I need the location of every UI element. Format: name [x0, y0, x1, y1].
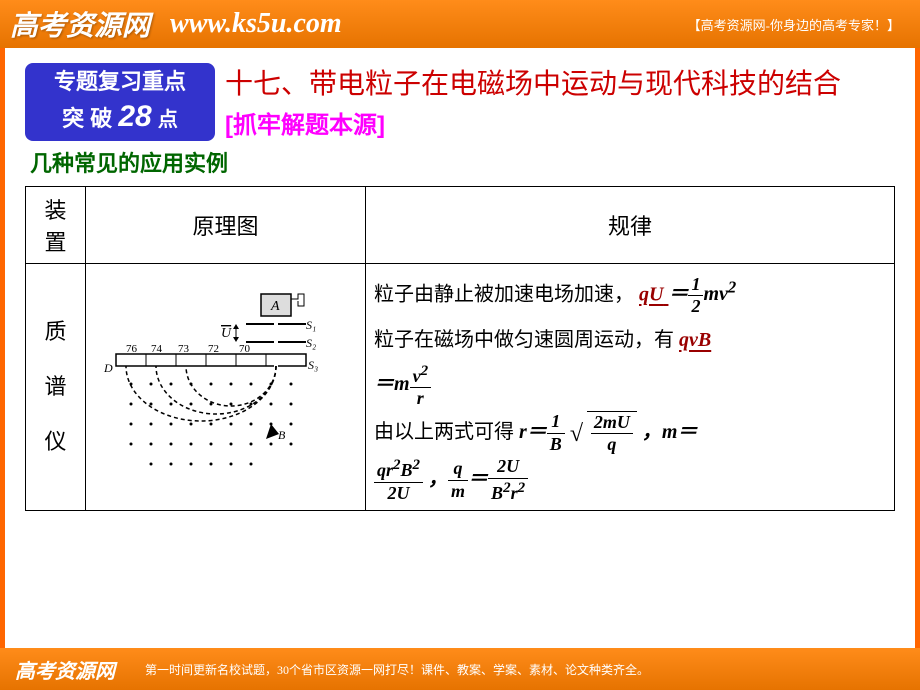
badge-line2: 突 破 28 点: [33, 97, 207, 136]
svg-text:72: 72: [208, 343, 219, 355]
svg-text:70: 70: [239, 343, 251, 355]
bottom-banner: 高考资源网 第一时间更新名校试题，30个省市区资源一网打尽！课件、教案、学案、素…: [0, 648, 920, 690]
sub-title: [抓牢解题本源]: [225, 105, 895, 140]
title-block: 十七、带电粒子在电磁场中运动与现代科技的结合 [抓牢解题本源]: [225, 63, 895, 140]
svg-text:S₂: S₂: [306, 336, 316, 350]
svg-text:76: 76: [126, 343, 138, 355]
diagram-cell: A S₁ S₂ U: [86, 263, 366, 511]
formula-qU: qU: [639, 283, 668, 305]
header-device: 装置: [26, 186, 86, 263]
url-text: www.ks5u.com: [170, 8, 342, 40]
rule-content: 粒子由静止被加速电场加速， qU ＝12mv2 粒子在磁场中做匀速圆周运动，有 …: [374, 270, 886, 505]
badge-line1: 专题复习重点: [33, 68, 207, 97]
svg-text:U: U: [221, 326, 232, 341]
topic-badge: 专题复习重点 突 破 28 点: [25, 63, 215, 141]
main-title: 十七、带电粒子在电磁场中运动与现代科技的结合: [225, 63, 895, 105]
top-banner: 高考资源网 www.ks5u.com 【高考资源网-你身边的高考专家！】: [0, 0, 920, 48]
mass-spectrometer-diagram: A S₁ S₂ U: [96, 284, 356, 484]
svg-text:D: D: [103, 361, 113, 375]
section-label: 几种常见的应用实例: [30, 146, 895, 178]
device-name-cell: 质 谱 仪: [26, 263, 86, 511]
header-rule: 规律: [366, 186, 895, 263]
header-diagram: 原理图: [86, 186, 366, 263]
svg-text:B: B: [278, 428, 286, 442]
svg-text:S₃: S₃: [308, 358, 318, 372]
content-area: 专题复习重点 突 破 28 点 十七、带电粒子在电磁场中运动与现代科技的结合 […: [0, 48, 920, 648]
footer-text: 第一时间更新名校试题，30个省市区资源一网打尽！课件、教案、学案、素材、论文种类…: [145, 661, 649, 678]
banner-slogan: 【高考资源网-你身边的高考专家！】: [688, 15, 900, 34]
svg-text:74: 74: [151, 343, 163, 355]
svg-text:S₁: S₁: [306, 318, 316, 332]
svg-text:73: 73: [178, 343, 190, 355]
formula-qvB: qvB: [679, 329, 711, 351]
table-header-row: 装置 原理图 规律: [26, 186, 895, 263]
device-table: 装置 原理图 规律 质 谱 仪 A S₁: [25, 186, 895, 512]
table-row: 质 谱 仪 A S₁ S₂: [26, 263, 895, 511]
logo-text: 高考资源网: [10, 4, 150, 44]
svg-text:A: A: [270, 299, 280, 314]
rule-cell: 粒子由静止被加速电场加速， qU ＝12mv2 粒子在磁场中做匀速圆周运动，有 …: [366, 263, 895, 511]
footer-logo: 高考资源网: [15, 655, 115, 684]
header-row: 专题复习重点 突 破 28 点 十七、带电粒子在电磁场中运动与现代科技的结合 […: [25, 63, 895, 141]
